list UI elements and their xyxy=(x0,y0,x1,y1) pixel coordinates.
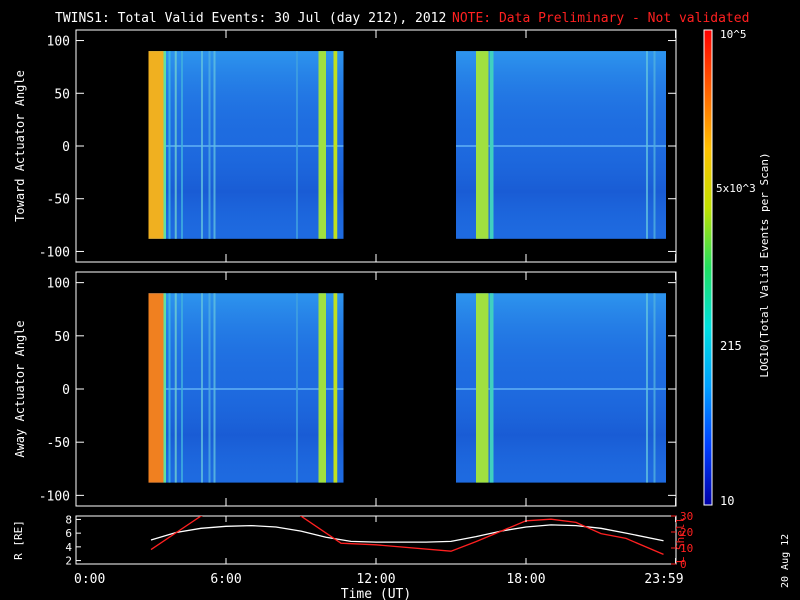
y-tick-label: 2 xyxy=(65,555,72,568)
y2-tick-label: 0 xyxy=(680,558,687,571)
heatmap-band xyxy=(148,293,164,483)
x-tick-label: 18:00 xyxy=(506,572,545,587)
heatmap-shading xyxy=(148,51,344,239)
heatmap-band xyxy=(476,51,489,239)
away-panel: 100 50 0 -50 -100 Away Actuator Angle xyxy=(13,271,677,507)
y-tick-label: 4 xyxy=(65,541,72,554)
heatmap-line xyxy=(168,51,171,239)
heatmap-band xyxy=(318,51,326,239)
y-tick-label: -100 xyxy=(39,245,70,260)
y2-tick-label: 20 xyxy=(680,526,693,539)
heatmap-band xyxy=(489,51,494,239)
heatmap-band xyxy=(333,293,338,483)
date-stamp: 20 Aug 12 xyxy=(780,534,791,588)
lshell-axis-label: L Shell xyxy=(674,517,687,563)
colorbar-ramp xyxy=(703,29,713,506)
heatmap-line xyxy=(201,293,203,483)
y-tick-label: 50 xyxy=(54,330,70,345)
x-tick-label: 12:00 xyxy=(356,572,395,587)
colorbar-tick-label: 10 xyxy=(720,494,734,508)
radius-series-line xyxy=(150,524,664,543)
colorbar: 10 215 5x10^3 10^5 LOG10(Total Valid Eve… xyxy=(703,28,771,508)
heatmap-line xyxy=(213,51,216,239)
heatmap-line xyxy=(646,51,648,239)
heatmap-band xyxy=(163,293,166,483)
colorbar-tick-label: 215 xyxy=(720,339,742,353)
y-tick-label: 50 xyxy=(54,87,70,102)
toward-panel: 100 50 0 -50 -100 Toward Actuator Angle xyxy=(13,29,677,263)
heatmap-line xyxy=(653,293,656,483)
y-tick-label: -100 xyxy=(39,489,70,504)
y-tick-label: 0 xyxy=(62,383,70,398)
heatmap-line xyxy=(174,51,177,239)
y-tick-label: 8 xyxy=(65,513,72,526)
lshell-series-line xyxy=(150,516,664,555)
figure-title: TWINS1: Total Valid Events: 30 Jul (day … xyxy=(55,11,446,26)
y2-tick-label: 30 xyxy=(680,510,693,523)
colorbar-tick-label: 10^5 xyxy=(720,28,747,41)
heatmap-line xyxy=(296,293,298,483)
y-tick-label: -50 xyxy=(47,193,70,208)
heatmap-line xyxy=(646,293,648,483)
heatmap-band xyxy=(489,293,494,483)
heatmap-line xyxy=(653,51,656,239)
y-tick-label: 100 xyxy=(47,277,70,292)
heatmap-line xyxy=(181,293,183,483)
heatmap-line xyxy=(208,293,211,483)
y-tick-label: 6 xyxy=(65,527,72,540)
y2-tick-label: 10 xyxy=(680,542,693,555)
x-axis-label: Time (UT) xyxy=(341,587,411,600)
heatmap-line xyxy=(168,293,171,483)
heatmap-band xyxy=(163,51,166,239)
heatmap-line xyxy=(181,51,183,239)
heatmap-shading xyxy=(148,293,344,483)
heatmap-line xyxy=(174,293,177,483)
x-tick-label: 6:00 xyxy=(210,572,241,587)
colorbar-tick-label: 5x10^3 xyxy=(716,182,756,195)
heatmap-band xyxy=(148,51,164,239)
heatmap-line xyxy=(201,51,203,239)
y-axis-label: Toward Actuator Angle xyxy=(13,70,27,222)
y-tick-label: -50 xyxy=(47,436,70,451)
heatmap-band xyxy=(333,51,338,239)
heatmap-line xyxy=(296,51,298,239)
y-tick-label: 100 xyxy=(47,35,70,50)
preliminary-note: NOTE: Data Preliminary - Not validated xyxy=(452,11,749,26)
heatmap-band xyxy=(318,293,326,483)
y-axis-label: Away Actuator Angle xyxy=(13,320,27,457)
heatmap-line xyxy=(213,293,216,483)
y-tick-label: 0 xyxy=(62,140,70,155)
colorbar-title: LOG10(Total Valid Events per Scan) xyxy=(758,152,771,377)
x-tick-label: 23:59 xyxy=(644,572,683,587)
heatmap-line xyxy=(208,51,211,239)
radius-axis-label: R [RE] xyxy=(12,520,25,560)
x-tick-label: 0:00 xyxy=(74,572,105,587)
heatmap-band xyxy=(476,293,489,483)
